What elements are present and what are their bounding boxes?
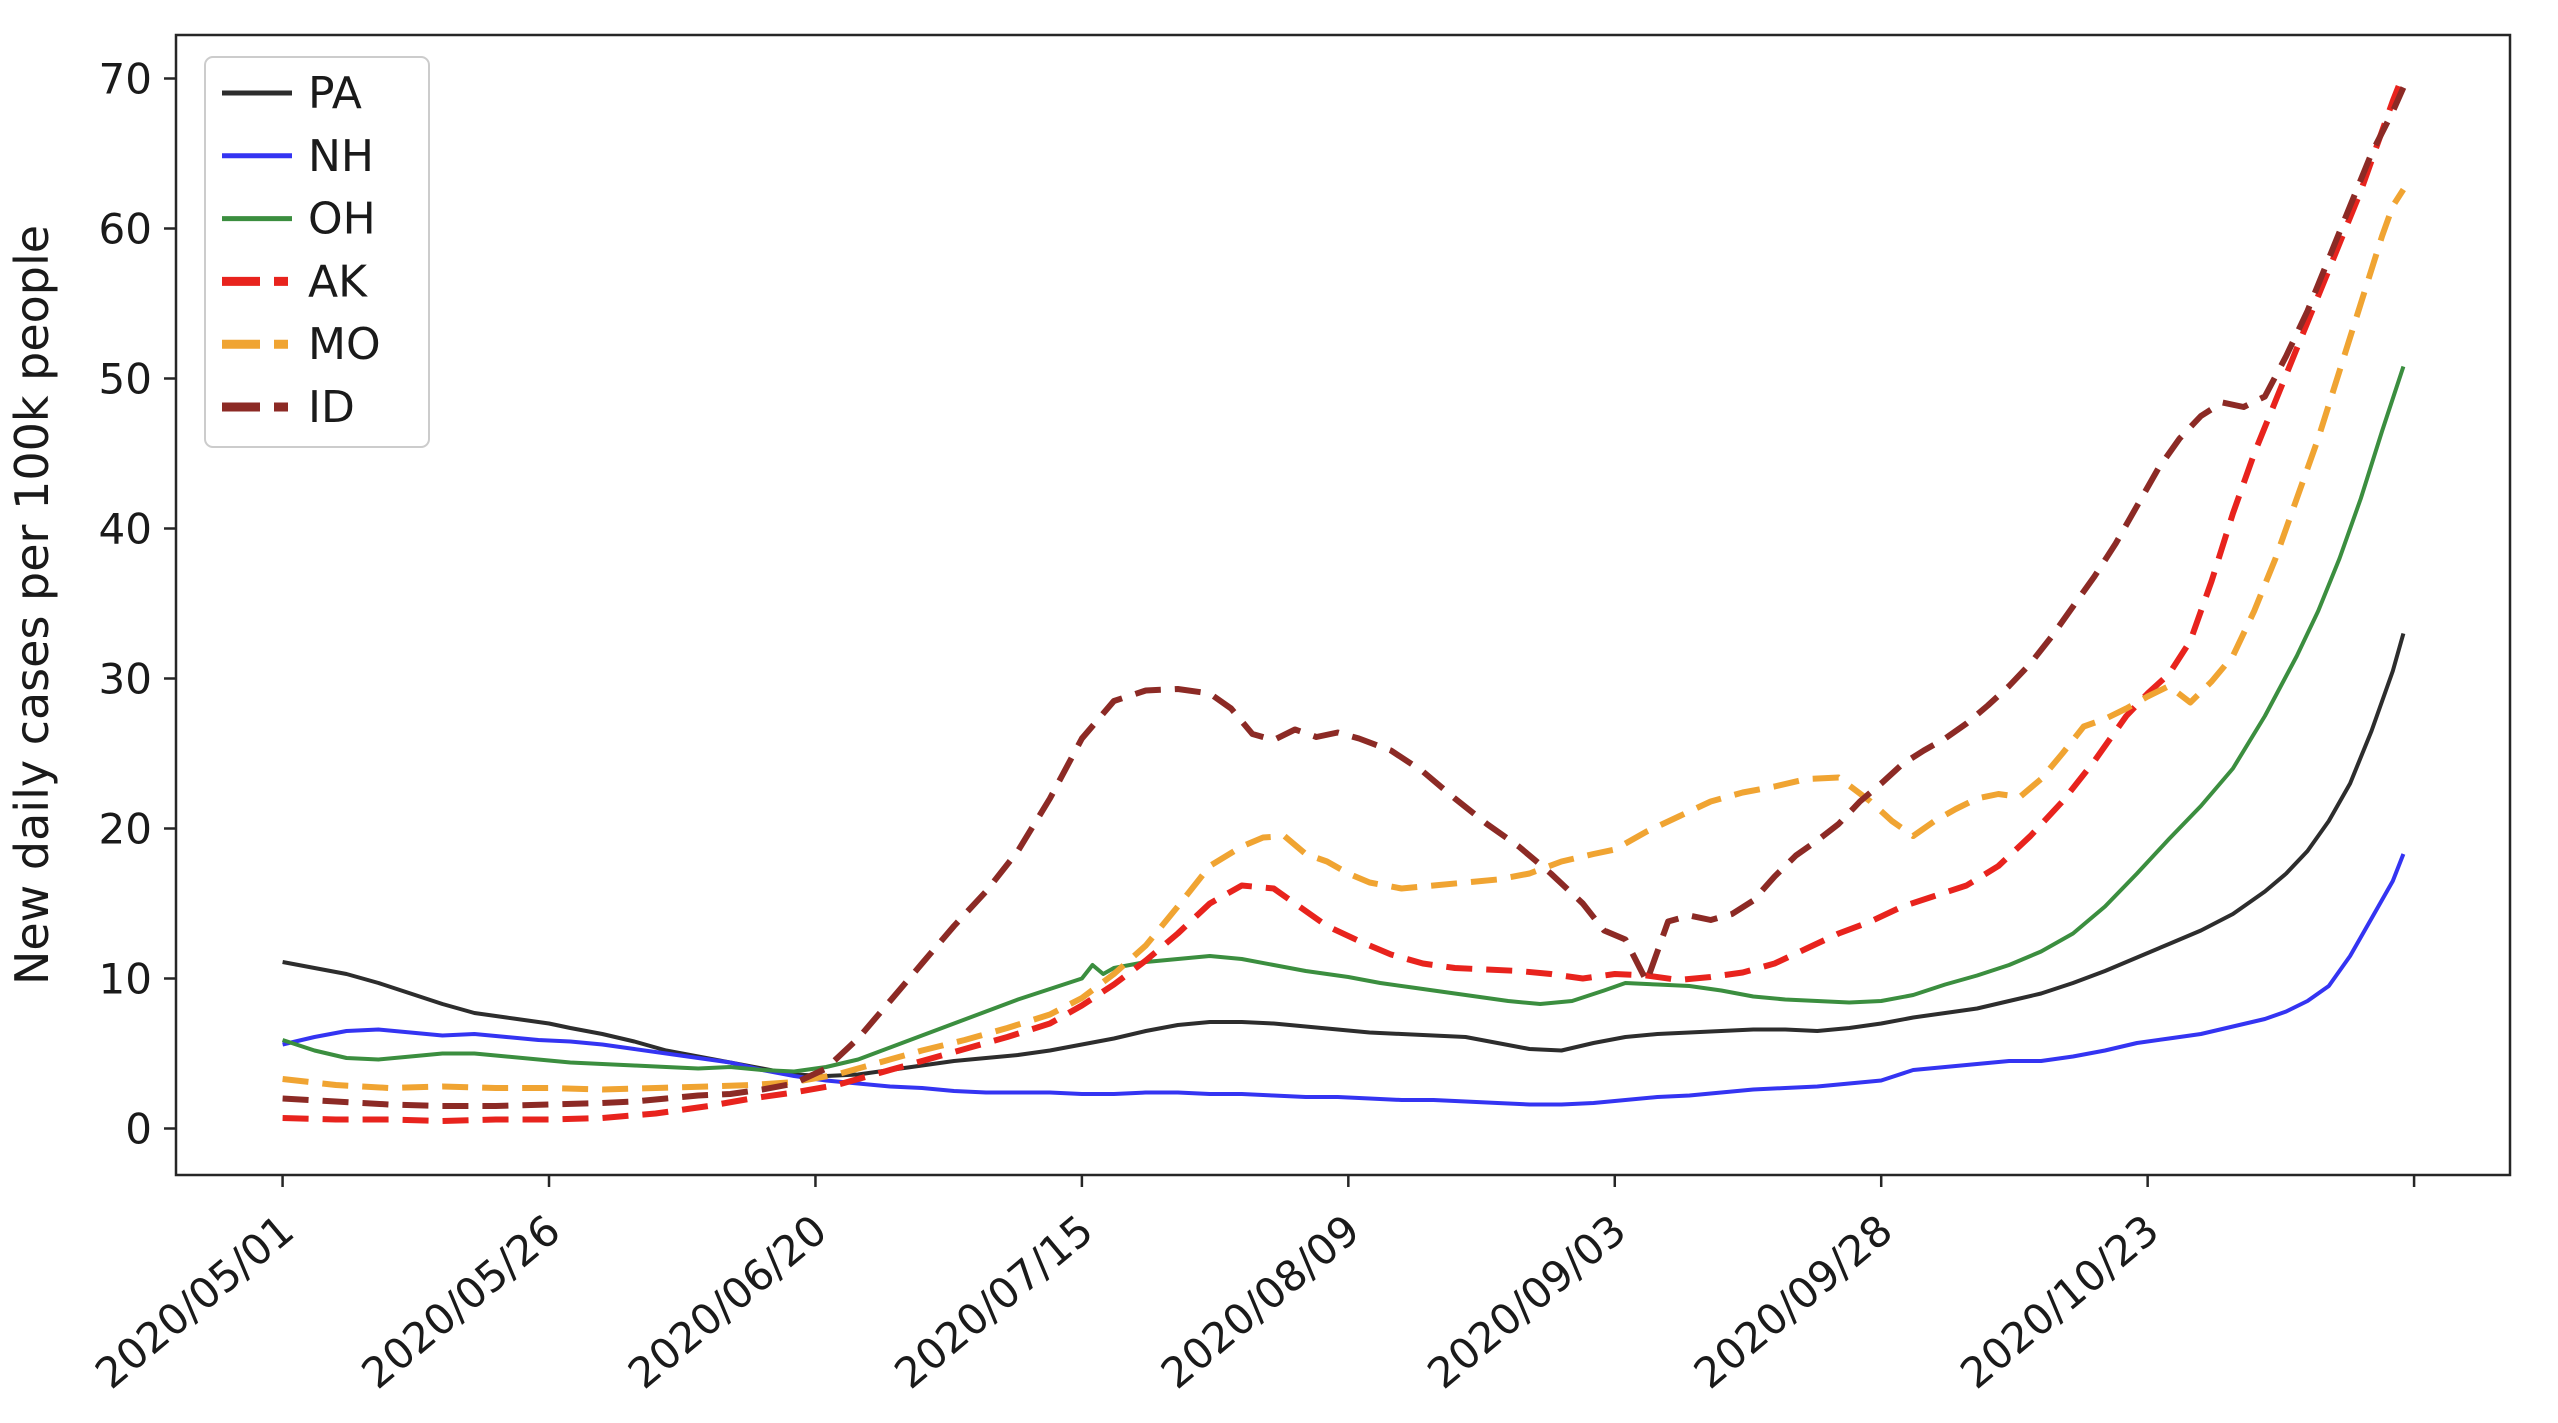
series-line-ID [282, 86, 2407, 1109]
y-tick-label: 30 [99, 655, 152, 704]
y-tick-label: 50 [99, 355, 152, 404]
y-tick-label: 40 [99, 505, 152, 554]
series-line-PA [282, 632, 2406, 1078]
series-line-NH [282, 853, 2406, 1107]
series-line-MO [282, 187, 2406, 1093]
legend-item-MO: MO [222, 319, 381, 370]
legend-label-NH: NH [308, 131, 374, 182]
y-tick-label: 60 [99, 205, 152, 254]
plot-border [174, 33, 2512, 1177]
series-line-AK [282, 72, 2407, 1124]
y-tick-label: 0 [125, 1105, 152, 1154]
series-line-OH [281, 365, 2406, 1074]
y-axis-label: New daily cases per 100k people [5, 225, 59, 985]
legend-label-PA: PA [308, 68, 362, 119]
y-tick-label: 10 [99, 955, 152, 1004]
legend-label-MO: MO [308, 319, 381, 370]
legend-item-PA: PA [222, 68, 362, 119]
series-lines [281, 72, 2407, 1124]
legend-label-OH: OH [308, 194, 376, 245]
legend-item-OH: OH [222, 194, 376, 245]
y-tick-label: 70 [99, 55, 152, 104]
legend-item-AK: AK [222, 256, 368, 307]
y-tick-label: 20 [99, 805, 152, 854]
legend-item-ID: ID [222, 382, 355, 433]
legend-label-AK: AK [308, 256, 368, 307]
legend: PA NH OH AK MO ID [204, 56, 430, 448]
legend-label-ID: ID [308, 382, 355, 433]
legend-item-NH: NH [222, 131, 374, 182]
